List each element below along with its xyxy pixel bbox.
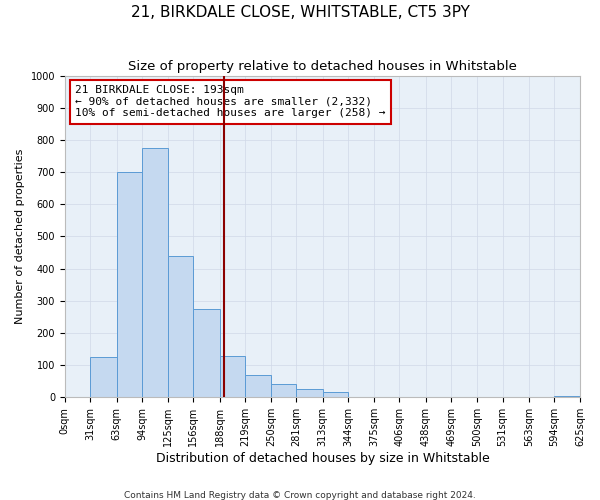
- Bar: [117, 172, 142, 398]
- Bar: [296, 390, 323, 398]
- Bar: [91, 357, 117, 398]
- Bar: [271, 384, 296, 398]
- Text: Contains HM Land Registry data © Crown copyright and database right 2024.: Contains HM Land Registry data © Crown c…: [124, 490, 476, 500]
- Bar: [193, 309, 220, 398]
- Text: 21, BIRKDALE CLOSE, WHITSTABLE, CT5 3PY: 21, BIRKDALE CLOSE, WHITSTABLE, CT5 3PY: [131, 5, 469, 20]
- Text: 21 BIRKDALE CLOSE: 193sqm
← 90% of detached houses are smaller (2,332)
10% of se: 21 BIRKDALE CLOSE: 193sqm ← 90% of detac…: [75, 85, 386, 118]
- Bar: [554, 396, 580, 398]
- Bar: [168, 256, 193, 398]
- Bar: [245, 376, 271, 398]
- Y-axis label: Number of detached properties: Number of detached properties: [15, 149, 25, 324]
- Bar: [220, 356, 245, 398]
- Bar: [142, 148, 168, 398]
- X-axis label: Distribution of detached houses by size in Whitstable: Distribution of detached houses by size …: [155, 452, 489, 465]
- Bar: [323, 392, 349, 398]
- Title: Size of property relative to detached houses in Whitstable: Size of property relative to detached ho…: [128, 60, 517, 73]
